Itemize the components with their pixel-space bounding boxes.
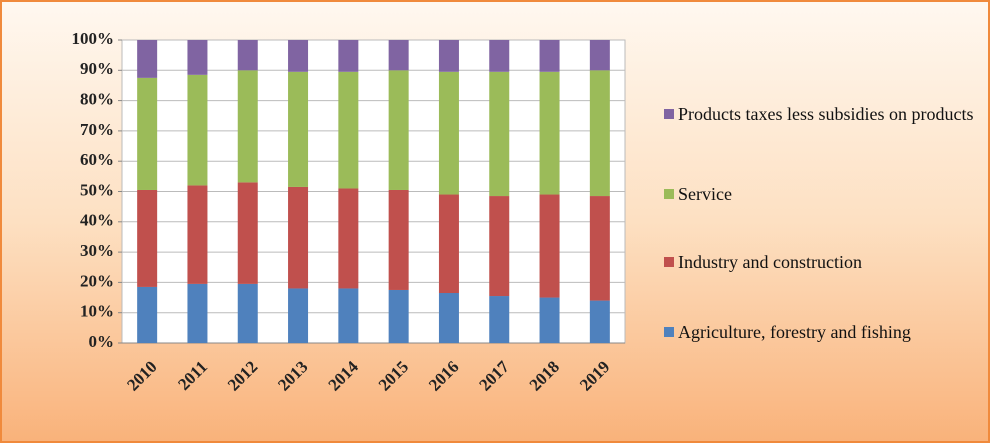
bar-segment <box>489 296 510 343</box>
bar-segment <box>489 40 510 72</box>
bar-segment <box>338 188 359 289</box>
bar-segment <box>438 194 459 294</box>
legend-swatch <box>664 257 674 267</box>
bar-segment <box>589 40 610 71</box>
bar-segment <box>137 189 158 287</box>
bar-segment <box>288 71 309 187</box>
legend-label: Industry and construction <box>678 252 862 272</box>
y-tick-label: 60% <box>80 150 114 169</box>
y-tick-label: 50% <box>80 180 114 199</box>
bar-segment <box>288 186 309 289</box>
y-tick-label: 80% <box>80 90 114 109</box>
bar-segment <box>489 71 510 197</box>
y-tick-label: 10% <box>80 302 114 321</box>
bar-segment <box>237 182 258 284</box>
bar-segment <box>288 288 309 343</box>
bar-segment <box>237 70 258 183</box>
bar-segment <box>589 300 610 343</box>
legend-item: Industry and construction <box>664 248 862 276</box>
bar-segment <box>539 194 560 298</box>
bar-segment <box>187 283 208 343</box>
bar-segment <box>187 40 208 75</box>
legend-swatch <box>664 109 674 119</box>
bar-segment <box>137 40 158 78</box>
y-tick-label: 0% <box>89 332 115 351</box>
bar-segment <box>589 70 610 197</box>
y-tick-label: 100% <box>72 29 115 48</box>
legend-swatch <box>664 327 674 337</box>
bar-segment <box>237 283 258 343</box>
bar-segment <box>489 196 510 297</box>
bar-segment <box>388 70 409 190</box>
bar-segment <box>438 71 459 195</box>
bar-segment <box>438 293 459 343</box>
bar-segment <box>288 40 309 72</box>
bar-segment <box>539 40 560 72</box>
legend-label: Agriculture, forestry and fishing <box>678 322 911 342</box>
y-tick-label: 70% <box>80 120 114 139</box>
legend-item: Products taxes less subsidies on product… <box>664 100 973 128</box>
legend-item: Agriculture, forestry and fishing <box>664 318 911 346</box>
bar-segment <box>338 40 359 72</box>
y-tick-label: 20% <box>80 271 114 290</box>
bar-segment <box>438 40 459 72</box>
bar-segment <box>338 288 359 343</box>
bar-segment <box>187 74 208 186</box>
bar-segment <box>388 289 409 343</box>
bar-segment <box>539 71 560 195</box>
bar-segment <box>338 71 359 189</box>
bar-segment <box>137 77 158 190</box>
legend-label: Products taxes less subsidies on product… <box>678 104 974 124</box>
legend-swatch <box>664 189 674 199</box>
bar-segment <box>589 196 610 301</box>
bar-segment <box>388 189 409 290</box>
bar-segment <box>237 40 258 71</box>
bar-segment <box>539 297 560 343</box>
bar-segment <box>137 286 158 343</box>
y-tick-label: 40% <box>80 211 114 230</box>
y-tick-label: 90% <box>80 59 114 78</box>
legend-item: Service <box>664 180 732 208</box>
bar-segment <box>187 185 208 284</box>
y-tick-label: 30% <box>80 241 114 260</box>
bar-segment <box>388 40 409 71</box>
legend-label: Service <box>678 184 732 204</box>
